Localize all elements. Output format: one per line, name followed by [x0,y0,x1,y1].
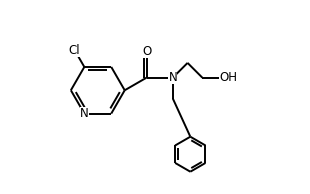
Text: Cl: Cl [69,44,80,57]
Text: O: O [142,45,151,58]
Text: N: N [80,107,89,120]
Text: OH: OH [219,71,237,84]
Text: N: N [168,71,177,84]
